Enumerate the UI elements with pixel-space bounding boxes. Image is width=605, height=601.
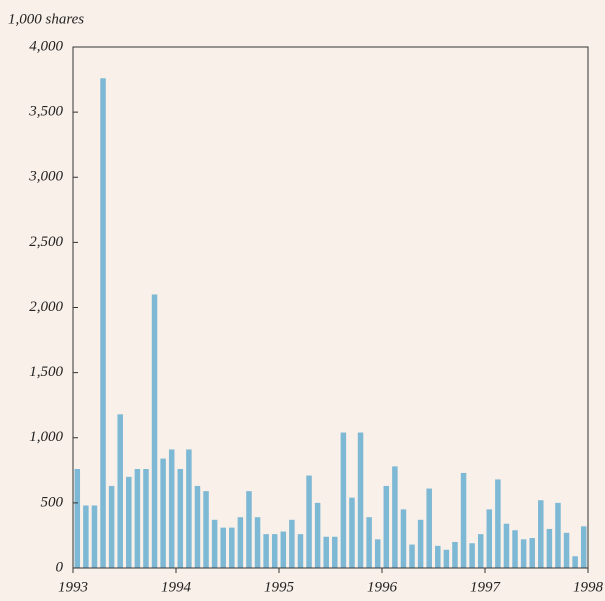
bar: [280, 531, 287, 568]
bar: [392, 466, 398, 568]
bar: [271, 534, 278, 568]
bar: [151, 294, 158, 568]
y-tick-label: 1,000: [29, 429, 63, 445]
x-tick-label: 1995: [264, 579, 295, 595]
bar: [366, 517, 372, 568]
bar: [220, 527, 226, 568]
bar: [349, 497, 355, 568]
bar: [555, 502, 561, 568]
bar: [117, 414, 123, 568]
bar: [83, 505, 89, 568]
bar: [194, 485, 201, 568]
y-tick-label: 500: [41, 494, 64, 510]
bar: [409, 544, 415, 568]
x-tick-label: 1997: [470, 579, 502, 595]
bar: [91, 505, 98, 568]
bar: [229, 527, 235, 568]
bar: [306, 475, 312, 568]
bar: [289, 519, 295, 568]
bar: [108, 485, 115, 568]
y-tick-label: 1,500: [29, 364, 63, 380]
x-tick-label: 1998: [573, 579, 604, 595]
bar: [143, 469, 149, 568]
bar: [203, 491, 209, 568]
bar: [460, 472, 467, 568]
bar: [177, 469, 184, 568]
y-tick-label: 4,000: [29, 38, 63, 54]
bar: [426, 488, 432, 568]
bar: [469, 543, 475, 568]
bar: [443, 549, 450, 568]
x-tick-label: 1993: [58, 579, 88, 595]
bar: [435, 545, 441, 568]
y-tick-label: 0: [56, 559, 64, 575]
bar: [186, 449, 192, 568]
bar: [452, 541, 458, 568]
bar: [332, 536, 338, 568]
bar: [357, 432, 364, 568]
bar: [512, 530, 518, 568]
bar: [254, 517, 261, 568]
bar: [400, 509, 407, 568]
bar: [520, 539, 527, 568]
bar: [74, 469, 81, 568]
bar: [529, 538, 535, 568]
bar: [100, 78, 106, 568]
bar: [314, 502, 321, 568]
bar: [323, 536, 329, 568]
bar: [486, 509, 493, 568]
bar: [546, 528, 553, 568]
y-tick-label: 2,500: [29, 234, 63, 250]
bar: [168, 449, 175, 568]
bar: [211, 519, 218, 568]
bar: [297, 534, 304, 568]
bar: [237, 517, 244, 568]
bar: [126, 476, 132, 568]
bar: [340, 432, 347, 568]
bar: [572, 556, 578, 568]
bar: [477, 534, 484, 568]
bar: [417, 519, 424, 568]
bar: [538, 500, 544, 568]
bar: [134, 469, 141, 568]
bar: [374, 539, 381, 568]
bar: [160, 458, 166, 568]
x-tick-label: 1994: [161, 579, 192, 595]
bar: [495, 479, 501, 568]
bar: [503, 523, 510, 568]
y-tick-label: 2,000: [29, 299, 63, 315]
y-tick-label: 3,000: [28, 169, 63, 185]
bar: [383, 485, 390, 568]
y-tick-label: 3,500: [28, 104, 63, 120]
bar: [246, 491, 252, 568]
bar: [580, 526, 587, 568]
bar: [563, 532, 570, 568]
bar: [263, 534, 269, 568]
x-tick-label: 1996: [367, 579, 398, 595]
y-axis-label: 1,000 shares: [8, 11, 84, 27]
